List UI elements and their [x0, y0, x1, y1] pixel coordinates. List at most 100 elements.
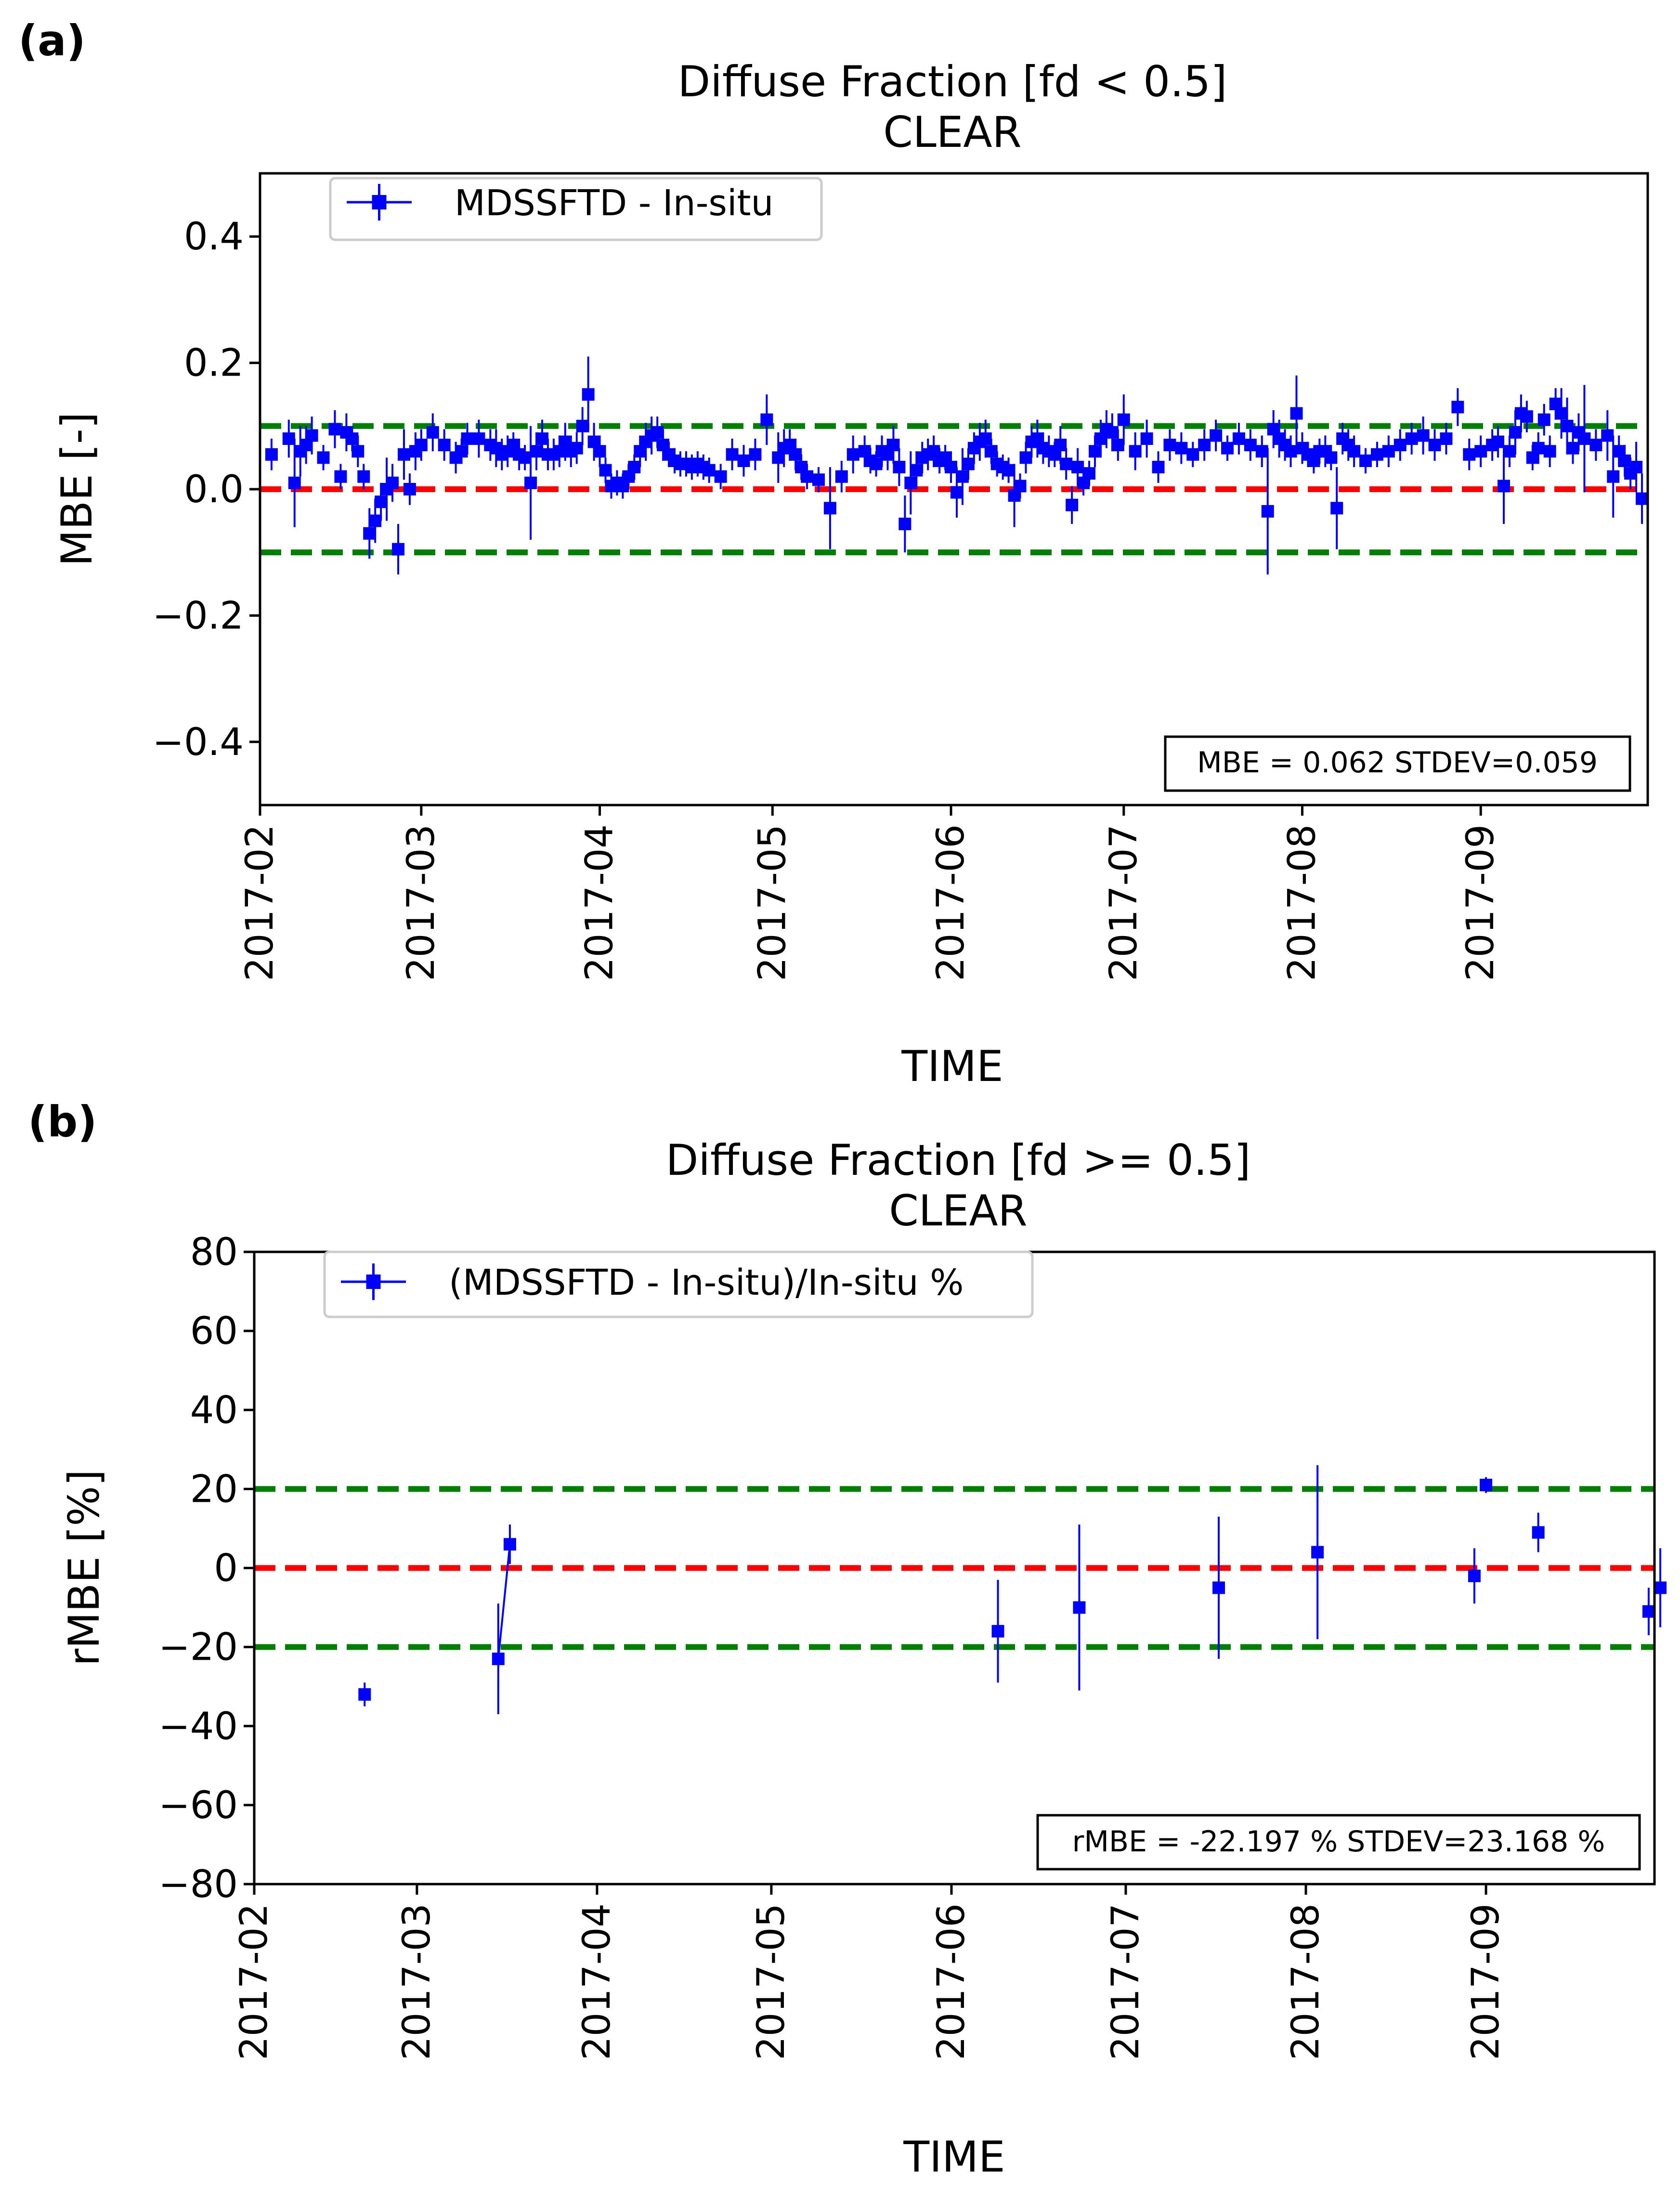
data-point [1561, 419, 1574, 432]
y-tick-label: 60 [190, 1310, 238, 1353]
data-point [962, 457, 975, 470]
stats-frame-a [1164, 735, 1631, 792]
y-tick-label: 0.4 [184, 215, 244, 259]
y-tick-label: −40 [158, 1705, 238, 1748]
stats-box-a: MBE = 0.062 STDEV=0.059 [1164, 735, 1631, 792]
data-point [352, 445, 365, 458]
data-point [288, 476, 301, 489]
data-point [375, 495, 388, 508]
chart-subtitle-b: CLEAR [889, 1186, 1027, 1236]
y-tick-label: 0.2 [184, 342, 244, 385]
legend-a: MDSSFTD - In-situ [329, 177, 823, 241]
data-point [1520, 410, 1533, 423]
data-point [317, 451, 330, 464]
data-point [334, 470, 347, 483]
y-tick-label: 20 [190, 1468, 238, 1511]
data-point [305, 429, 318, 442]
data-point [455, 445, 468, 458]
data-point [1578, 432, 1591, 445]
data-point [1543, 445, 1556, 458]
data-point [985, 445, 998, 458]
data-point [760, 413, 773, 426]
data-point [1083, 467, 1096, 480]
data-point [530, 445, 543, 458]
data-point [1492, 435, 1505, 448]
data-point [1019, 451, 1032, 464]
data-point [1468, 1569, 1481, 1582]
chart-title-b: Diffuse Fraction [fd >= 0.5] [666, 1135, 1251, 1185]
data-point [1463, 448, 1476, 461]
data-point [1601, 429, 1614, 442]
data-point [1440, 432, 1453, 445]
legend-square [372, 195, 387, 209]
y-tick-label: −20 [158, 1626, 238, 1669]
data-point [328, 423, 341, 436]
y-tick-label: −60 [158, 1784, 238, 1827]
data-series-a [265, 356, 1649, 575]
data-point [1618, 454, 1631, 467]
chart-title-a: Diffuse Fraction [fd < 0.5] [678, 57, 1227, 106]
x-axis-label-b: TIME [903, 2132, 1005, 2182]
y-tick-label: 80 [190, 1231, 238, 1274]
x-tick-label: 2017-03 [395, 1903, 439, 2060]
data-point [893, 461, 906, 474]
data-point [703, 464, 716, 477]
x-tick-label: 2017-09 [1464, 1903, 1508, 2060]
data-point [899, 518, 912, 531]
legend-label-a: MDSSFTD - In-situ [455, 182, 773, 224]
panel-label-a: (a) [18, 16, 86, 65]
data-point [1555, 407, 1568, 420]
data-point [1393, 439, 1407, 452]
x-tick-label: 2017-05 [750, 1903, 793, 2060]
data-point [714, 470, 727, 483]
data-point [582, 388, 595, 401]
x-tick-label: 2017-04 [575, 1903, 619, 2060]
data-point [1002, 464, 1015, 477]
data-point [1186, 448, 1199, 461]
y-tick-label: 40 [190, 1389, 238, 1432]
data-point [1232, 432, 1245, 445]
data-point [789, 448, 802, 461]
legend-square [366, 1275, 381, 1289]
data-point [1325, 451, 1338, 464]
data-point [503, 1538, 516, 1551]
data-point [535, 432, 548, 445]
panel-a: (a) Diffuse Fraction [fd < 0.5] CLEAR 0.… [18, 16, 1649, 1091]
legend-marker-b [341, 1263, 406, 1300]
data-point [887, 439, 900, 452]
legend-box-b [323, 1250, 1034, 1318]
data-point [1566, 442, 1579, 455]
data-point [1405, 432, 1418, 445]
data-point [386, 476, 399, 489]
data-point [1140, 432, 1153, 445]
data-point [392, 543, 405, 556]
data-point [1589, 439, 1602, 452]
data-point [910, 464, 923, 477]
data-point [870, 457, 883, 470]
x-axis-label-a: TIME [901, 1041, 1003, 1091]
data-point [835, 470, 848, 483]
data-point [282, 432, 295, 445]
data-point [1654, 1581, 1667, 1594]
data-point [1054, 439, 1067, 452]
data-point [1088, 445, 1101, 458]
series-connector [497, 1544, 511, 1659]
x-tick-label: 2017-02 [233, 1903, 276, 2060]
legend-b: (MDSSFTD - In-situ)/In-situ % [323, 1250, 1034, 1318]
data-point [749, 448, 762, 461]
x-tick-label: 2017-05 [751, 824, 794, 981]
data-point [1129, 445, 1142, 458]
data-point [812, 473, 825, 486]
data-point [1175, 442, 1188, 455]
data-point [1117, 413, 1130, 426]
data-point [472, 432, 485, 445]
data-point [519, 451, 532, 464]
data-point [346, 432, 359, 445]
data-point [1111, 439, 1124, 452]
data-point [415, 439, 428, 452]
data-point [847, 448, 860, 461]
x-tick-label: 2017-08 [1284, 1903, 1328, 2060]
data-point [801, 470, 814, 483]
data-point [1630, 461, 1643, 474]
data-point [1382, 445, 1395, 458]
